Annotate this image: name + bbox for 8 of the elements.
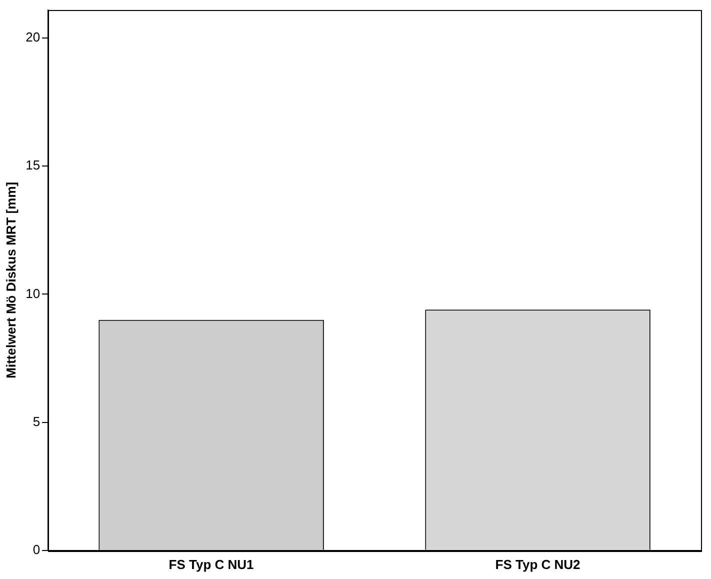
y-tick-label: 10 xyxy=(26,286,40,301)
y-tick-label: 20 xyxy=(26,30,40,45)
x-tick-label: FS Typ C NU2 xyxy=(495,556,580,572)
y-tick-label: 5 xyxy=(32,414,40,429)
y-axis-title: Mittelwert Mö Diskus MRT [mm] xyxy=(3,182,18,378)
y-tick-label: 15 xyxy=(26,158,40,173)
y-tick-label: 0 xyxy=(32,542,40,557)
x-tick-label: FS Typ C NU1 xyxy=(168,556,254,572)
